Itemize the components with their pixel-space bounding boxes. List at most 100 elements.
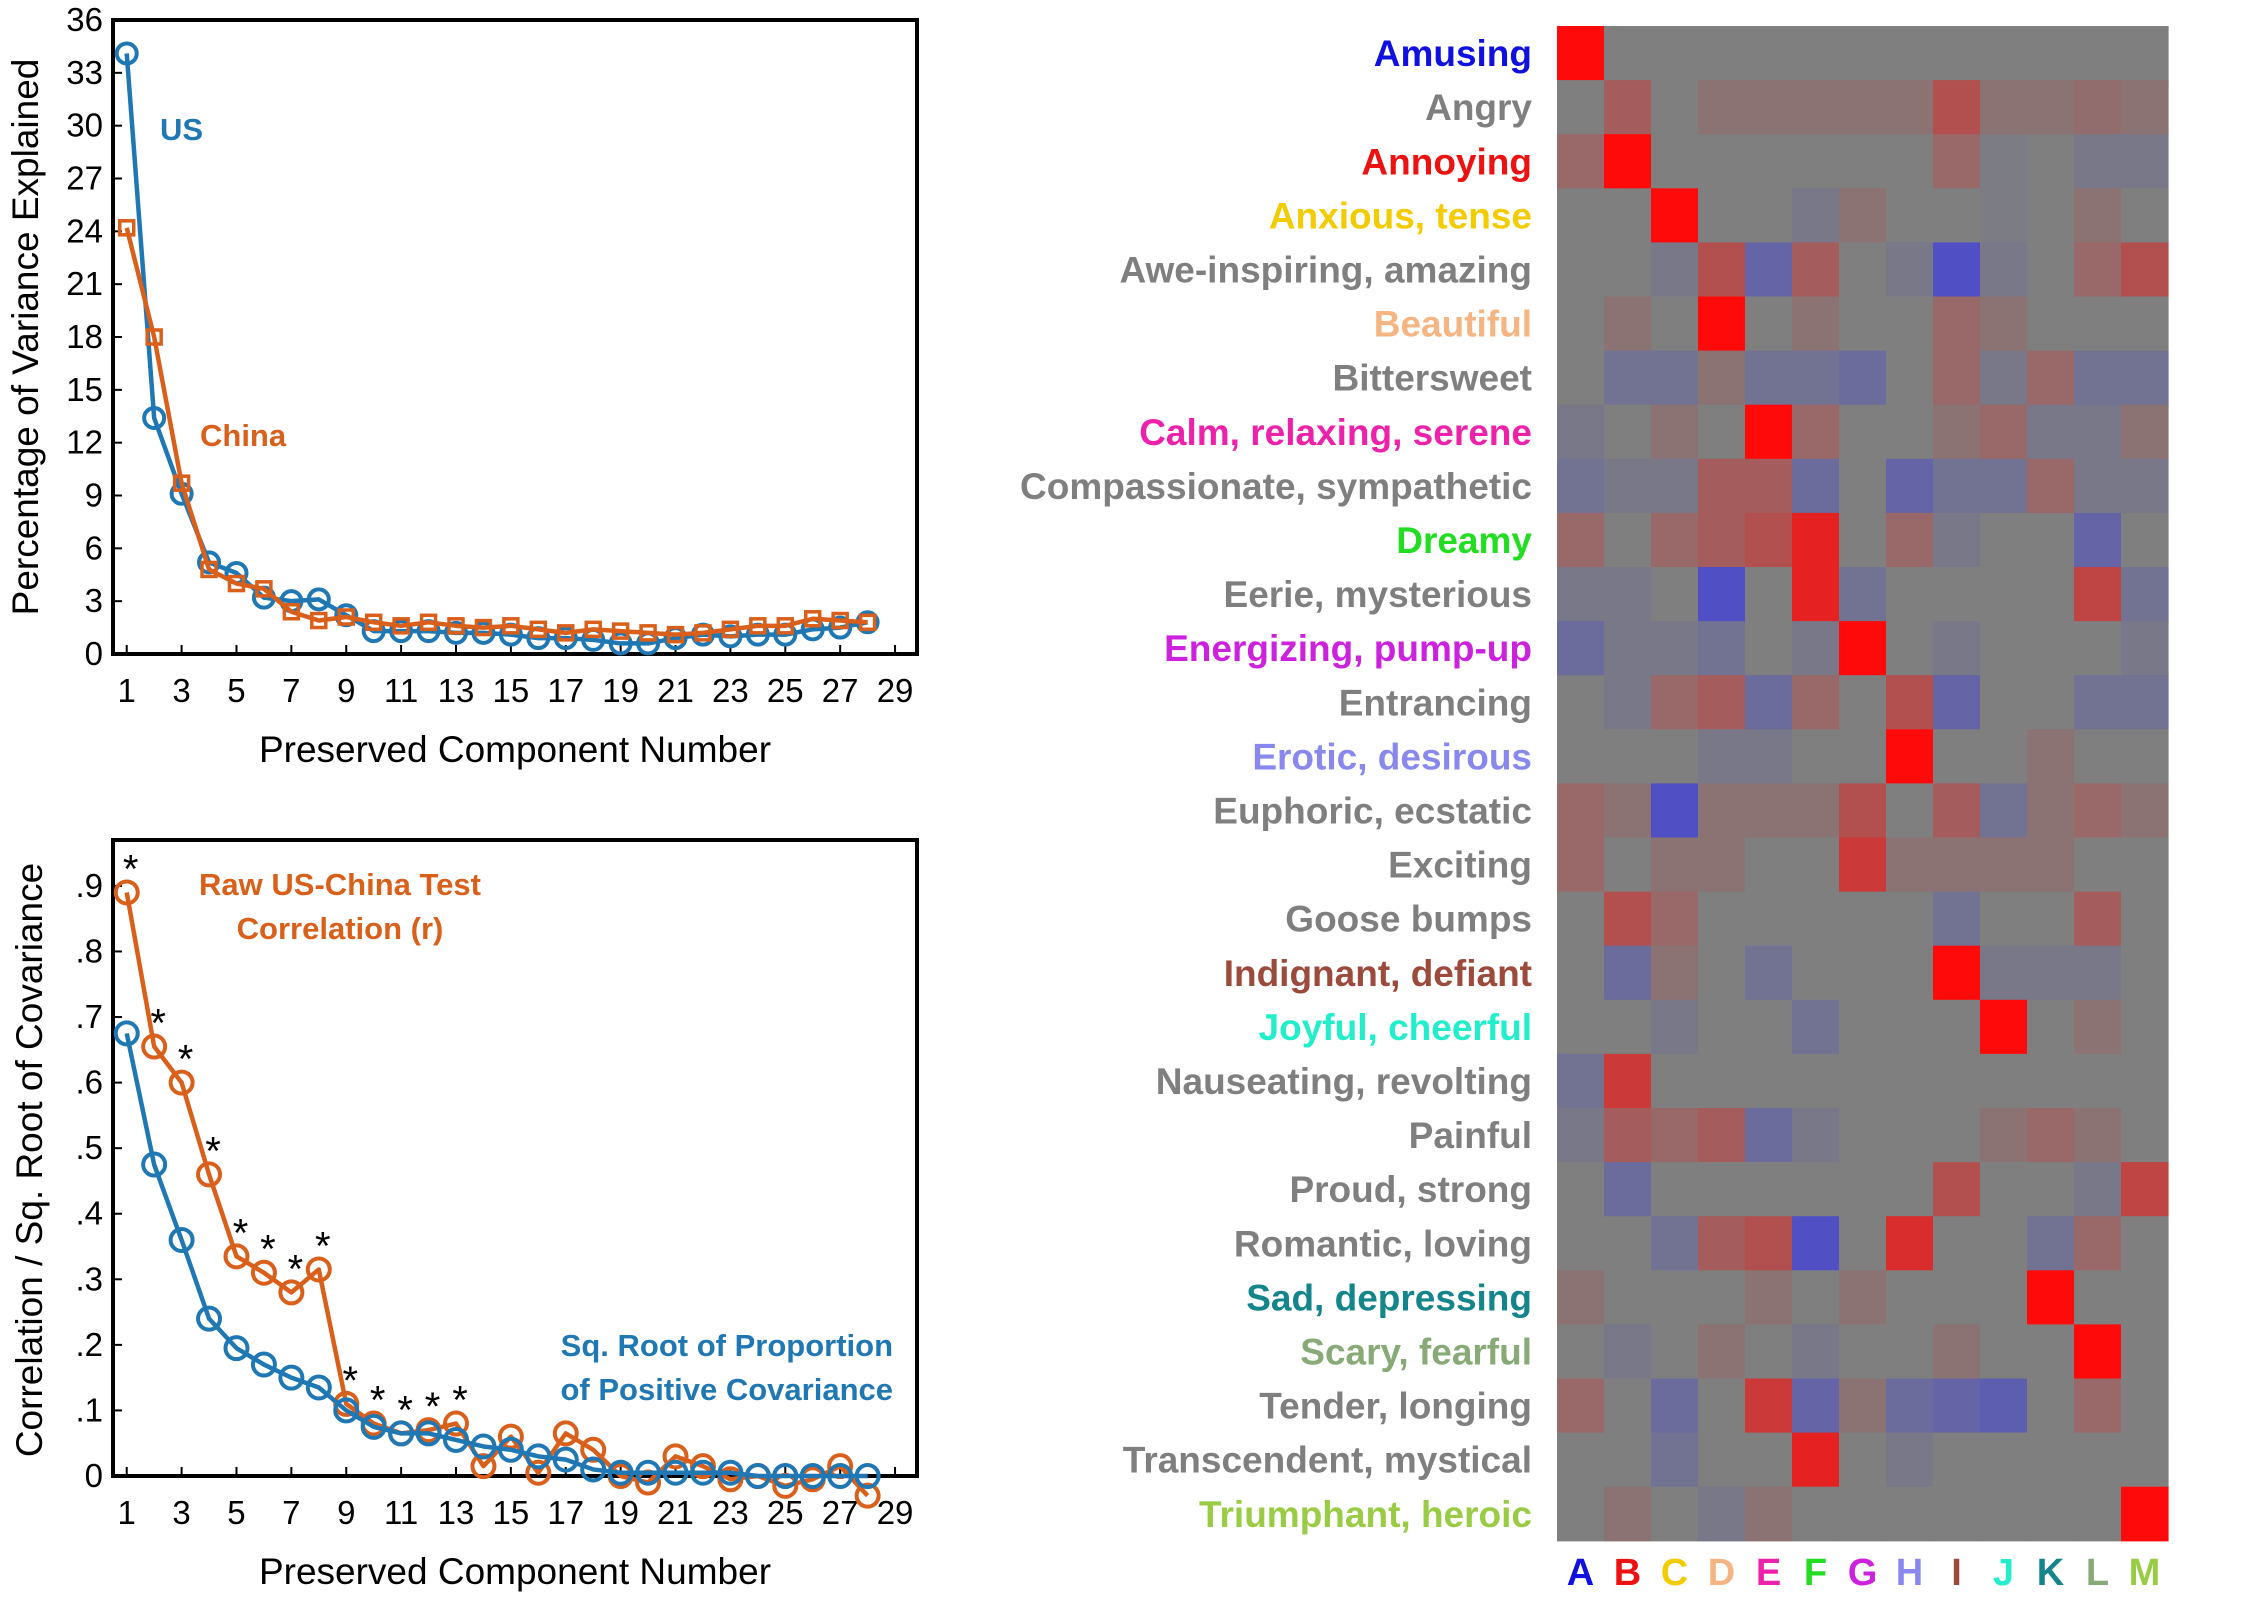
- variance-series-line-1: [124, 227, 868, 637]
- heatmap-row-label: Dreamy: [1396, 520, 1532, 561]
- heatmap-cell: [1604, 512, 1652, 568]
- correlation-point: [196, 1305, 223, 1332]
- correlation-x-tick-label: 25: [767, 1494, 804, 1531]
- heatmap-cell: [1933, 296, 1981, 352]
- heatmap-cell: [1745, 837, 1793, 893]
- heatmap-column-label: J: [1993, 1552, 2014, 1594]
- heatmap-cell: [1604, 1162, 1652, 1217]
- heatmap-cell: [1557, 783, 1605, 839]
- correlation-x-tick-label: 21: [657, 1494, 694, 1531]
- heatmap-cell: [1651, 837, 1699, 893]
- heatmap-cell: [1792, 242, 1840, 298]
- heatmap-cell: [1745, 729, 1793, 784]
- heatmap-cell: [1604, 945, 1652, 1001]
- heatmap-cell: [2074, 1108, 2122, 1163]
- heatmap-cell: [1651, 729, 1699, 784]
- correlation-x-tick-label: 15: [493, 1494, 530, 1531]
- heatmap-cell: [1886, 1324, 1934, 1380]
- heatmap-cell: [1745, 80, 1793, 135]
- heatmap-cell: [1651, 134, 1699, 189]
- heatmap-cell: [1980, 1216, 2028, 1271]
- heatmap-cell: [1698, 188, 1746, 243]
- heatmap-column-label: F: [1804, 1552, 1827, 1594]
- variance-point: [142, 406, 167, 431]
- heatmap-cell: [2027, 404, 2075, 460]
- heatmap-cell: [1745, 1108, 1793, 1163]
- heatmap-cell: [1651, 891, 1699, 947]
- heatmap-cell: [2074, 512, 2122, 568]
- variance-point: [145, 328, 163, 346]
- heatmap-cell: [1651, 621, 1699, 676]
- heatmap-column-label: G: [1848, 1552, 1878, 1594]
- positive-covariance-label-line-2: of Positive Covariance: [560, 1372, 893, 1407]
- heatmap-cell: [2121, 783, 2169, 839]
- variance-point: [227, 574, 246, 593]
- heatmap-cell: [1557, 188, 1605, 243]
- correlation-y-tick-label: .4: [75, 1195, 103, 1232]
- heatmap-cell: [1651, 1324, 1699, 1380]
- heatmap-cell: [1792, 675, 1840, 730]
- variance-point: [721, 620, 740, 639]
- correlation-significance-marker: *: [315, 1224, 331, 1268]
- heatmap-cell: [2027, 837, 2075, 893]
- heatmap-cell: [1557, 621, 1605, 676]
- correlation-point: [827, 1463, 854, 1489]
- variance-y-tick-label: 9: [85, 477, 103, 514]
- heatmap-cell: [1698, 945, 1746, 1001]
- heatmap-cell: [1886, 1162, 1934, 1217]
- heatmap-cell: [1557, 242, 1605, 298]
- heatmap-cell: [1839, 1270, 1887, 1325]
- heatmap-cell: [1933, 1432, 1981, 1488]
- heatmap-cell: [1698, 1486, 1746, 1542]
- heatmap-row-label: Scary, fearful: [1300, 1331, 1532, 1372]
- heatmap-cell: [2121, 1324, 2169, 1380]
- variance-point: [858, 613, 877, 632]
- correlation-y-tick-label: .2: [75, 1326, 103, 1363]
- heatmap-cell: [1604, 1324, 1652, 1380]
- heatmap-cell: [1839, 783, 1887, 839]
- heatmap-cell: [1745, 567, 1793, 622]
- variance-point: [337, 608, 355, 626]
- correlation-y-tick-label: .1: [75, 1391, 103, 1428]
- correlation-point: [278, 1364, 305, 1391]
- correlation-point: [113, 879, 140, 906]
- heatmap-cell: [1792, 350, 1840, 406]
- heatmap-cell: [1980, 999, 2028, 1055]
- correlation-point: [525, 1459, 552, 1486]
- heatmap-cell: [2121, 675, 2169, 730]
- heatmap-row-label: Triumphant, heroic: [1199, 1494, 1532, 1535]
- correlation-point: [580, 1436, 607, 1463]
- correlation-x-tick-label: 7: [282, 1494, 300, 1531]
- heatmap-cell: [1698, 1216, 1746, 1271]
- heatmap-cell: [1792, 188, 1840, 243]
- variance-x-tick-label: 5: [227, 672, 245, 709]
- heatmap-cell: [1698, 1324, 1746, 1380]
- heatmap-cell: [2121, 404, 2169, 460]
- heatmap-cell: [1886, 80, 1934, 135]
- correlation-significance-marker: *: [233, 1211, 249, 1255]
- variance-x-tick-label: 13: [438, 672, 475, 709]
- variance-x-tick-label: 27: [822, 672, 859, 709]
- variance-point: [776, 617, 795, 635]
- correlation-point: [250, 1351, 277, 1378]
- heatmap-cell: [2121, 1486, 2169, 1542]
- correlation-x-tick-label: 23: [712, 1494, 749, 1531]
- heatmap-cell: [1651, 1378, 1699, 1434]
- heatmap-cell: [1651, 512, 1699, 568]
- correlation-point: [113, 1020, 140, 1047]
- variance-x-tick-label: 29: [877, 672, 914, 709]
- variance-x-tick-label: 11: [384, 672, 418, 709]
- heatmap-cell: [1886, 296, 1934, 352]
- heatmap-cell: [2074, 1053, 2122, 1109]
- heatmap-cell: [1745, 1053, 1793, 1109]
- heatmap-cell: [1980, 567, 2028, 622]
- variance-point: [200, 560, 218, 579]
- heatmap-cell: [1980, 675, 2028, 730]
- heatmap-cell: [1839, 188, 1887, 243]
- correlation-point: [470, 1453, 497, 1480]
- heatmap-cell: [2027, 729, 2075, 784]
- variance-chart-series: [114, 41, 880, 656]
- heatmap-cell: [1698, 1378, 1746, 1434]
- heatmap-cell: [2027, 675, 2075, 730]
- heatmap-cell: [1980, 1270, 2028, 1325]
